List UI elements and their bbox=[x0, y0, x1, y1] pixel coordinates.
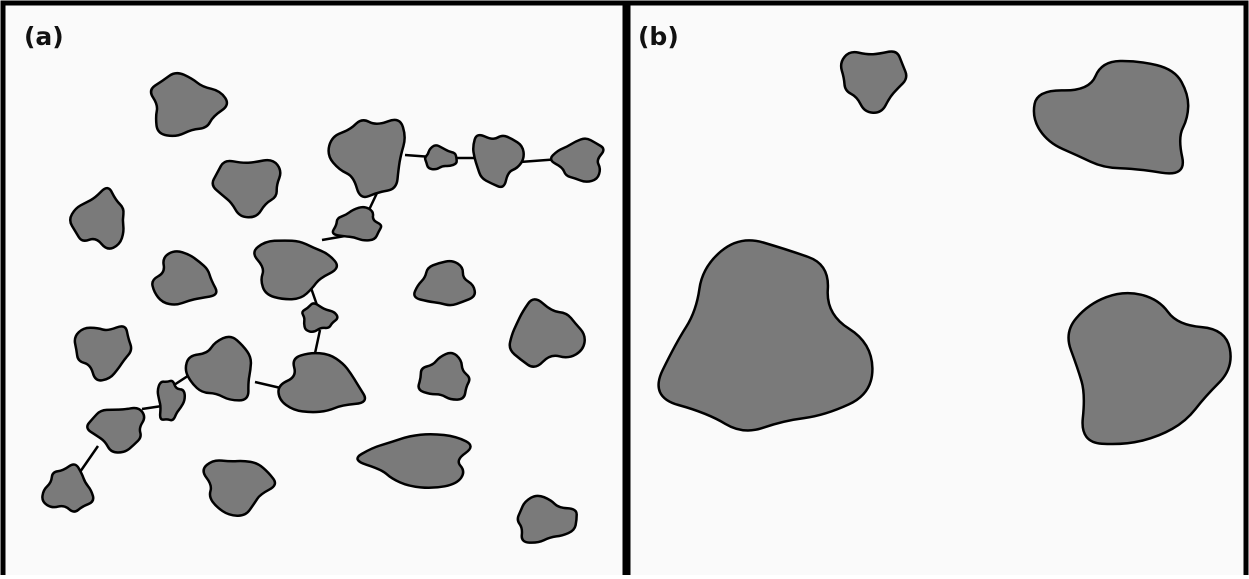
panel-label: (a) bbox=[24, 22, 64, 51]
figure: (a) (b) bbox=[0, 0, 1249, 575]
panel-label: (b) bbox=[638, 22, 679, 51]
panel-a bbox=[3, 3, 625, 575]
